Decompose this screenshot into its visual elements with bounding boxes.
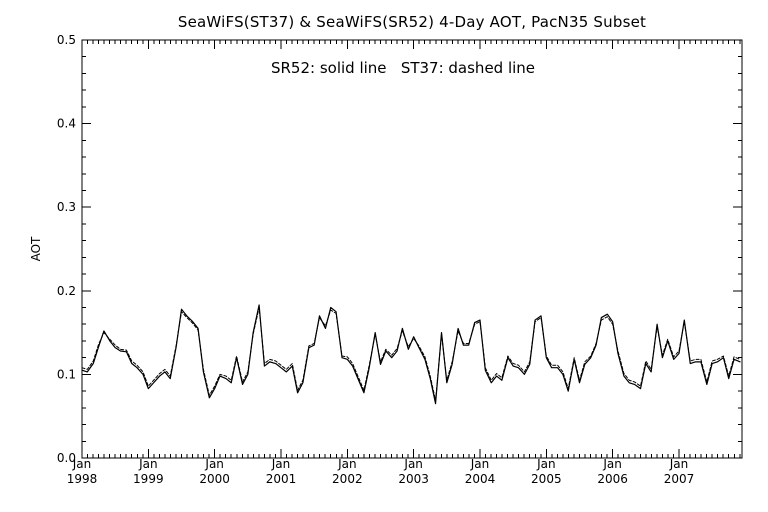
x-tick-year-label: 2000	[199, 472, 230, 486]
y-axis-ticks: 0.0 0.1 0.2 0.3 0.4 0.5	[57, 33, 742, 465]
x-tick-month-label: Jan	[536, 457, 556, 471]
y-tick-label: 0.4	[57, 117, 76, 131]
x-tick-year-label: 1999	[133, 472, 164, 486]
x-tick-month-label: Jan	[337, 457, 357, 471]
chart-title: SeaWiFS(ST37) & SeaWiFS(SR52) 4-Day AOT,…	[178, 13, 646, 31]
y-tick-label: 0.5	[57, 33, 76, 47]
plot-frame	[81, 39, 743, 459]
x-tick-month-label: Jan	[204, 457, 224, 471]
y-tick-label: 0.0	[57, 451, 76, 465]
x-tick-year-label: 2003	[398, 472, 429, 486]
x-tick-year-label: 2004	[465, 472, 496, 486]
y-tick-label: 0.3	[57, 200, 76, 214]
x-tick-month-label: Jan	[403, 457, 423, 471]
x-tick-year-label: 2001	[266, 472, 297, 486]
x-tick-month-label: Jan	[72, 457, 92, 471]
y-tick-label: 0.1	[57, 367, 76, 381]
x-tick-year-label: 1998	[67, 472, 98, 486]
x-tick-year-label: 2005	[531, 472, 562, 486]
series-style-annotation: SR52: solid line ST37: dashed line	[271, 59, 535, 77]
x-tick-year-label: 2006	[597, 472, 628, 486]
x-tick-month-label: Jan	[271, 457, 291, 471]
series-line-sr52	[81, 304, 741, 405]
series-layer	[81, 304, 741, 405]
y-tick-label: 0.2	[57, 284, 76, 298]
series-line-st37	[81, 307, 741, 401]
x-tick-month-label: Jan	[470, 457, 490, 471]
x-tick-month-label: Jan	[669, 457, 689, 471]
x-tick-year-label: 2007	[664, 472, 695, 486]
x-tick-month-label: Jan	[602, 457, 622, 471]
y-axis-label: AOT	[29, 236, 43, 261]
x-axis-ticks: Jan1998Jan1999Jan2000Jan2001Jan2002Jan20…	[67, 40, 741, 486]
x-tick-year-label: 2002	[332, 472, 363, 486]
x-tick-month-label: Jan	[138, 457, 158, 471]
